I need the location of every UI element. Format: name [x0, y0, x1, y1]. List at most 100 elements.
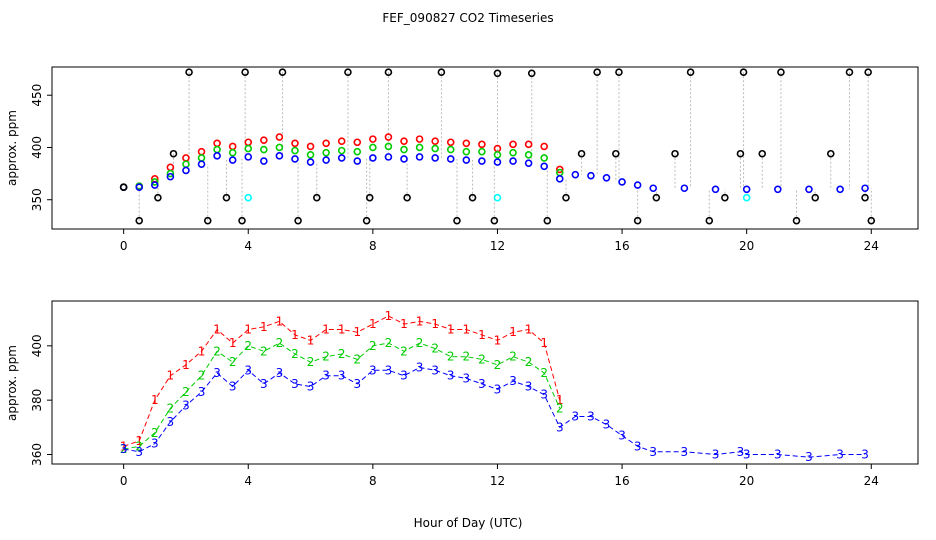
point-label-blue: 3 — [151, 437, 159, 451]
plot-frame-top — [51, 66, 919, 230]
data-point-blue — [633, 181, 642, 189]
point-label-blue: 3 — [276, 366, 284, 380]
data-point-black — [615, 68, 623, 77]
data-point-red — [384, 133, 393, 141]
point-label-green: 2 — [120, 442, 128, 456]
data-point-blue — [462, 156, 471, 164]
point-label-blue: 3 — [385, 363, 393, 377]
data-point-black — [135, 216, 144, 225]
data-point-black — [362, 216, 371, 225]
point-label-blue: 3 — [509, 374, 517, 388]
data-point-black — [864, 68, 872, 77]
data-point-blue — [415, 153, 424, 161]
data-point-blue — [493, 158, 502, 166]
data-point-green — [213, 145, 221, 154]
point-label-red: 1 — [229, 336, 237, 350]
point-label-red: 1 — [322, 323, 330, 337]
point-label-blue: 3 — [120, 442, 128, 456]
data-point-blue — [446, 155, 455, 163]
point-label-red: 1 — [416, 314, 424, 328]
data-point-blue — [291, 155, 299, 163]
data-point-red — [228, 142, 237, 151]
x-tick-label: 20 — [739, 474, 754, 488]
data-point-black — [493, 69, 502, 78]
data-point-blue — [182, 166, 190, 175]
data-point-blue — [260, 157, 268, 165]
point-label-green: 2 — [494, 358, 502, 372]
data-point-black — [241, 68, 249, 77]
data-point-blue — [337, 154, 346, 162]
data-point-blue — [540, 162, 548, 171]
point-label-green: 2 — [229, 355, 237, 369]
ylabel-top: approx. ppm — [5, 110, 19, 186]
data-point-black — [119, 183, 128, 191]
point-label-blue: 3 — [681, 445, 689, 459]
x-tick-label: 24 — [864, 239, 879, 253]
data-point-black — [543, 216, 552, 225]
data-point-black — [365, 193, 374, 202]
data-point-blue — [836, 185, 844, 194]
point-label-green: 2 — [416, 336, 424, 350]
data-point-red — [260, 136, 268, 144]
point-label-blue: 3 — [198, 385, 206, 399]
data-point-blue — [861, 184, 869, 193]
data-point-blue — [306, 158, 315, 166]
y-tick-label: 360 — [30, 443, 44, 466]
point-label-red: 1 — [462, 323, 470, 337]
point-label-red: 1 — [338, 323, 346, 337]
point-label-green: 2 — [447, 350, 455, 364]
point-label-green: 2 — [478, 352, 486, 366]
data-point-black — [845, 68, 854, 77]
x-tick-label: 4 — [244, 239, 252, 253]
data-point-blue — [602, 173, 611, 182]
point-label-red: 1 — [353, 325, 361, 339]
data-point-black — [527, 69, 536, 78]
data-point-blue — [150, 181, 159, 189]
point-label-red: 1 — [556, 393, 564, 407]
data-point-black — [312, 193, 321, 202]
series-line-red — [123, 315, 561, 447]
data-point-red — [275, 133, 284, 141]
point-label-green: 2 — [509, 350, 517, 364]
data-point-green — [260, 145, 268, 154]
x-tick-label: 8 — [369, 239, 377, 253]
point-label-blue: 3 — [307, 380, 315, 394]
data-point-blue — [197, 160, 206, 168]
data-point-blue — [509, 157, 517, 165]
x-tick-label: 4 — [244, 474, 252, 488]
point-label-blue: 3 — [229, 380, 237, 394]
point-label-green: 2 — [385, 336, 393, 350]
point-label-blue: 3 — [447, 369, 455, 383]
data-point-red — [213, 139, 221, 148]
point-label-blue: 3 — [861, 447, 869, 461]
data-point-black — [403, 193, 411, 202]
x-tick-label: 0 — [120, 239, 128, 253]
data-point-black — [736, 149, 745, 158]
point-label-blue: 3 — [182, 399, 190, 413]
point-label-red: 1 — [260, 320, 268, 334]
data-point-blue — [135, 183, 144, 191]
data-point-black — [792, 216, 801, 225]
x-tick-label: 20 — [739, 239, 754, 253]
point-label-blue: 3 — [712, 447, 720, 461]
point-label-blue: 3 — [540, 388, 548, 402]
point-label-green: 2 — [198, 369, 206, 383]
point-label-red: 1 — [447, 323, 455, 337]
point-label-blue: 3 — [525, 380, 533, 394]
point-label-red: 1 — [276, 314, 284, 328]
data-point-blue — [228, 156, 237, 164]
data-point-black — [468, 193, 477, 202]
point-label-blue: 3 — [260, 377, 268, 391]
point-label-blue: 3 — [494, 382, 502, 396]
data-point-cyan — [244, 193, 253, 202]
data-point-red — [462, 139, 471, 148]
x-tick-label: 16 — [614, 239, 629, 253]
xlabel: Hour of Day (UTC) — [414, 516, 523, 530]
point-label-green: 2 — [276, 336, 284, 350]
data-point-green — [337, 146, 346, 155]
point-label-green: 2 — [431, 342, 439, 356]
